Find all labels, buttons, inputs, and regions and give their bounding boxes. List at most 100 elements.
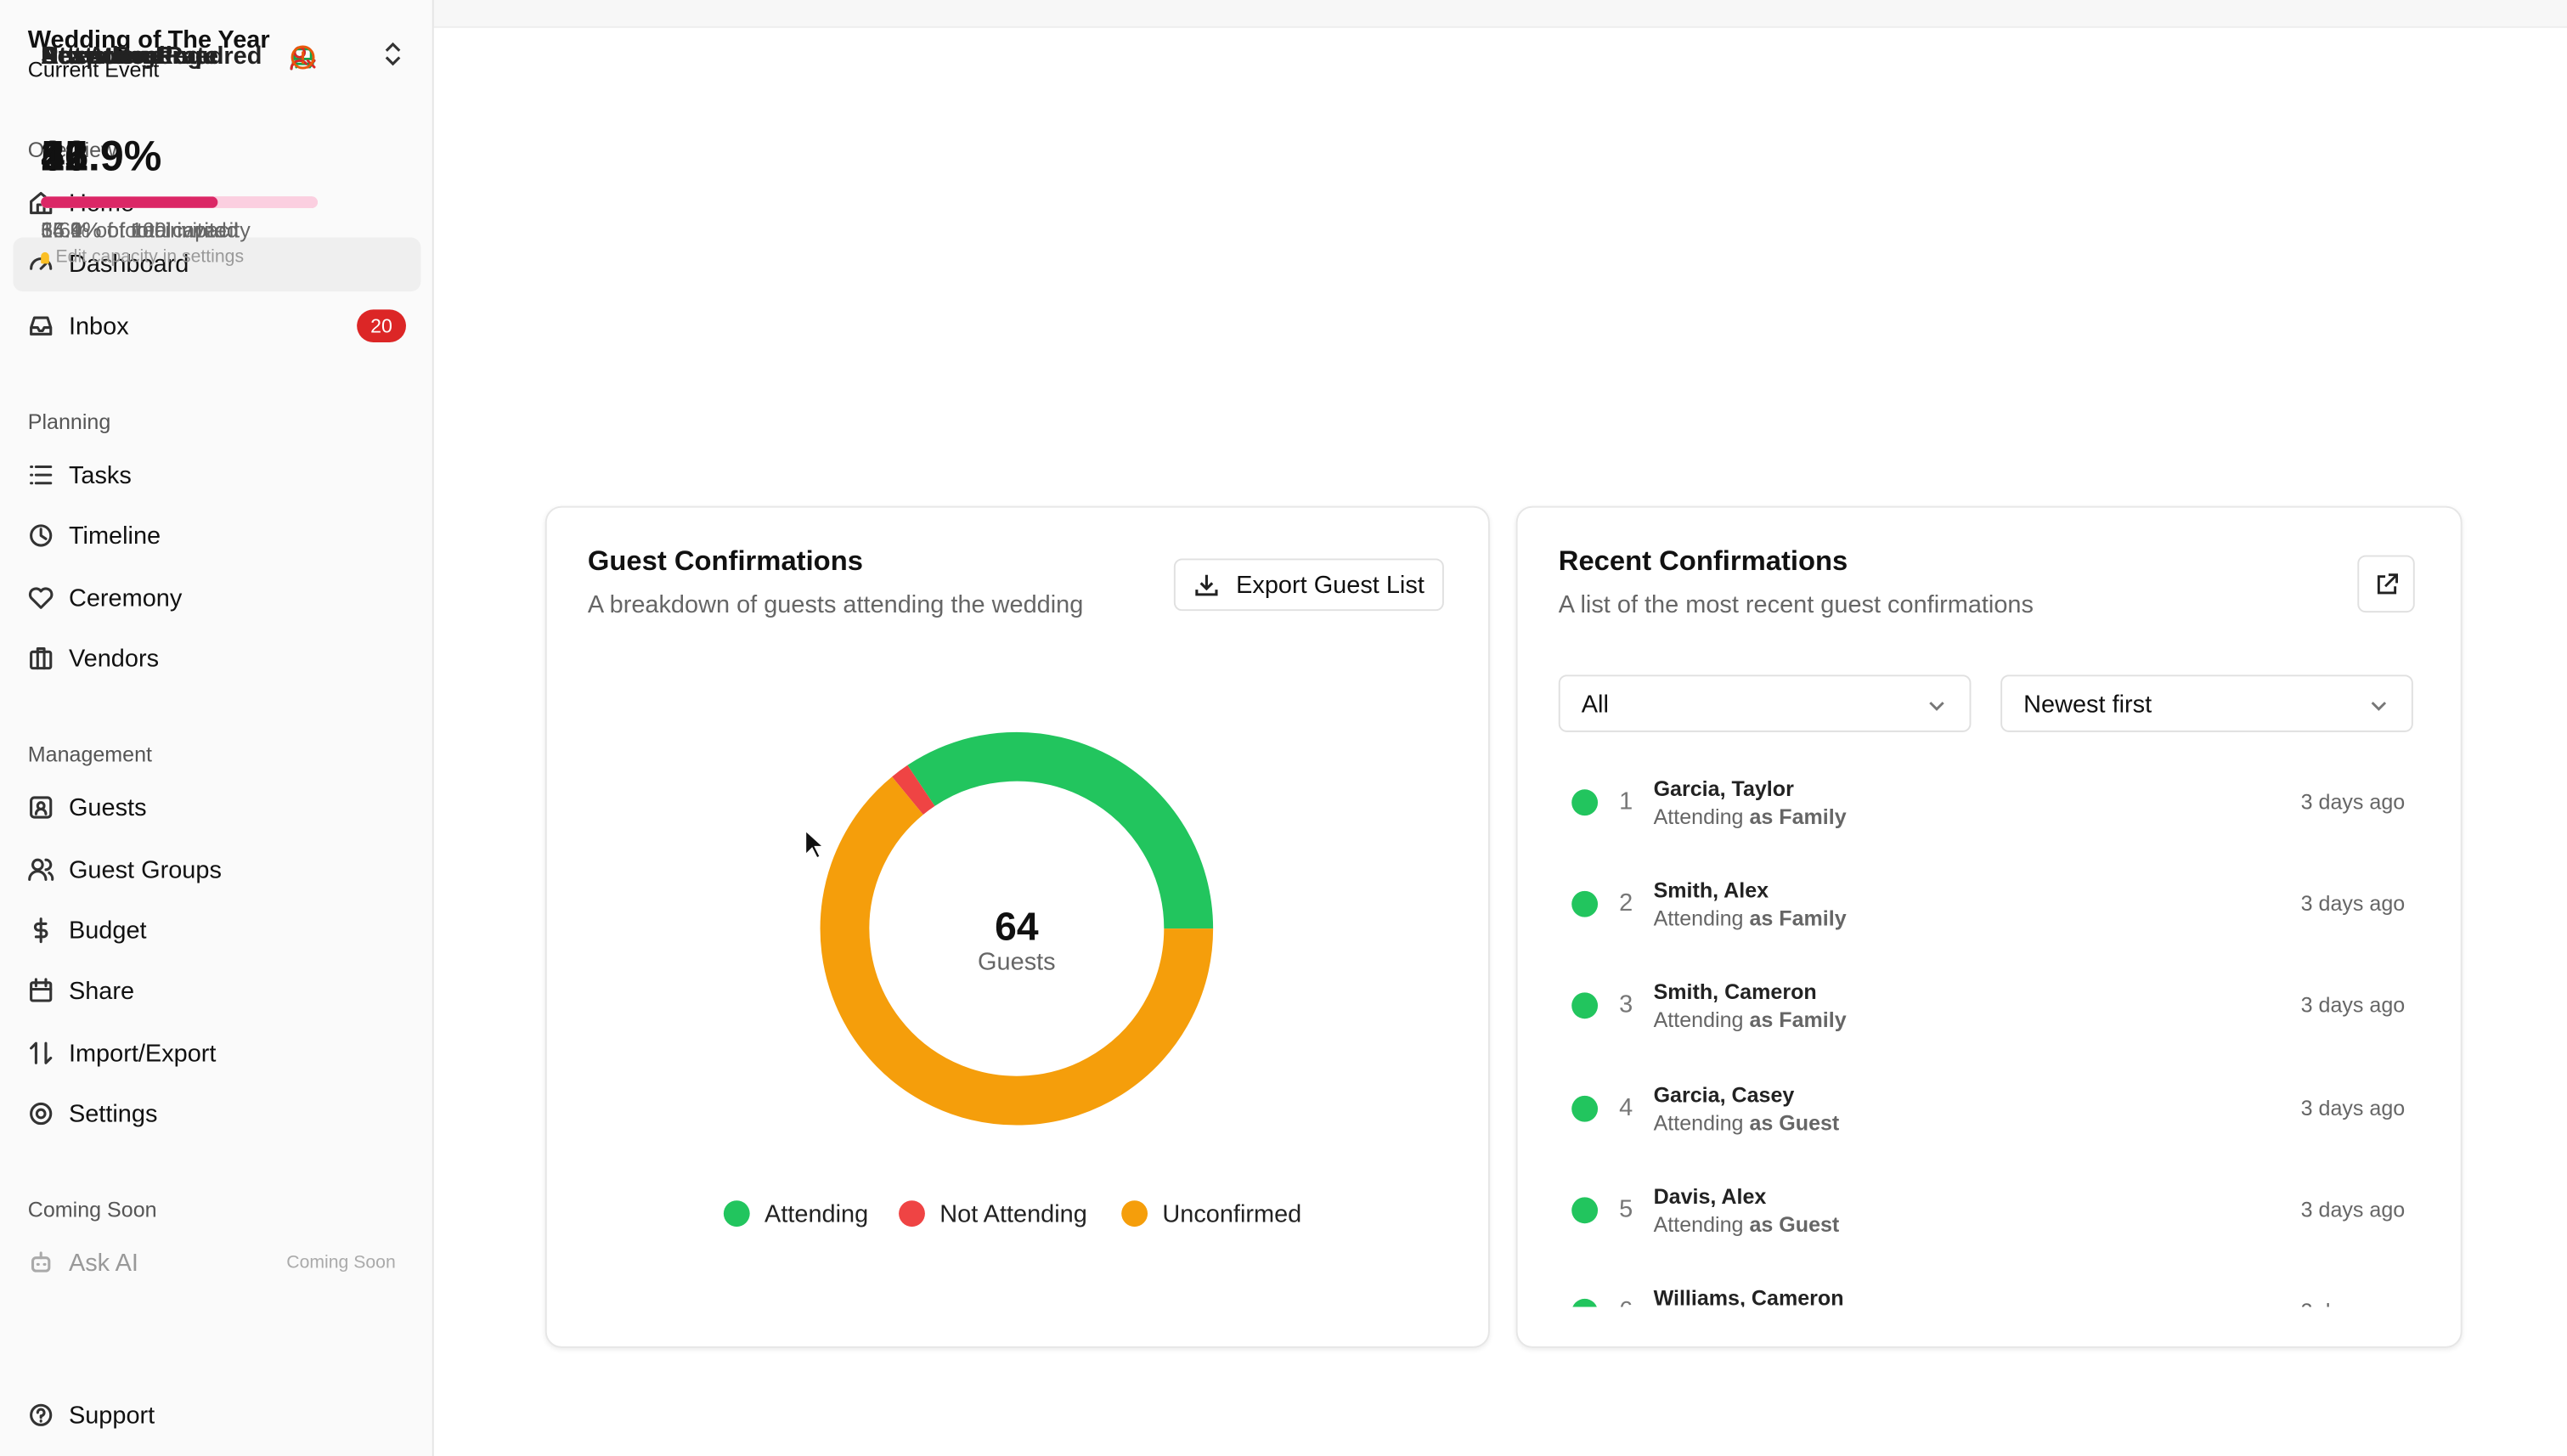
nav-label: Timeline — [68, 522, 161, 550]
legend-swatch — [1121, 1200, 1148, 1227]
nav-item[interactable]: Guest Groups — [28, 853, 222, 886]
status-text: Attending — [1653, 1007, 1744, 1033]
progress-fill — [41, 196, 218, 208]
recent-confirmations-panel: Recent Confirmations A list of the most … — [1515, 505, 2463, 1348]
card-value: 22 — [41, 131, 88, 181]
sort-select[interactable]: Newest first — [2000, 674, 2413, 732]
donut-total-label: Guests — [978, 948, 1056, 975]
guest-name: Smith, Alex — [1653, 878, 1769, 903]
row-rank: 4 — [1619, 1093, 1633, 1121]
row-rank: 5 — [1619, 1195, 1633, 1223]
nav-label: Ceremony — [68, 584, 183, 612]
guest-name: Williams, Cameron — [1653, 1285, 1844, 1307]
nav-label: Budget — [68, 916, 147, 945]
card-icon — [291, 45, 315, 70]
nav-item[interactable]: Guests — [28, 791, 147, 824]
export-button[interactable]: Export Guest List — [1173, 558, 1444, 612]
nav-item[interactable]: Budget — [28, 914, 147, 947]
legend-label: Not Attending — [939, 1200, 1087, 1227]
donut-segment — [820, 776, 1214, 1126]
status-text: Attending — [1653, 906, 1744, 931]
nav-item[interactable]: Inbox — [28, 309, 129, 342]
panel-title: Recent Confirmations — [1558, 545, 1848, 577]
legend-swatch — [899, 1200, 925, 1227]
legend-label: Unconfirmed — [1162, 1200, 1301, 1227]
status-dot — [1571, 1196, 1599, 1223]
guest-confirmations-panel: Guest Confirmations A breakdown of guest… — [544, 505, 1490, 1348]
card-value: 41 — [41, 131, 88, 181]
nav-label: Import/Export — [68, 1039, 217, 1068]
row-time: 3 days ago — [2301, 1299, 2406, 1307]
nav-label: Vendors — [68, 644, 160, 673]
guest-name: Smith, Cameron — [1653, 979, 1817, 1005]
nav-label: Inbox — [68, 312, 129, 341]
sidebar: Wedding of The Year Current Event Overvi… — [0, 0, 434, 1456]
mouse-cursor — [804, 828, 826, 860]
open-button[interactable] — [2357, 555, 2415, 613]
section-title: Management — [27, 742, 153, 767]
row-rank: 2 — [1619, 889, 1633, 918]
section-title: Planning — [27, 409, 111, 434]
card-value: 1 — [41, 131, 65, 181]
confirmation-row[interactable]: 4 Garcia, Casey Attending as Guest 3 days a… — [1518, 1059, 2461, 1158]
nav-item[interactable]: Support — [28, 1399, 155, 1432]
nav-label: Guests — [68, 793, 147, 821]
guest-status: Attending as Family — [1654, 804, 1847, 829]
nav-label: Tasks — [68, 460, 132, 489]
donut-segment — [907, 731, 1214, 929]
card-note: Edit capacity in settings — [41, 247, 244, 267]
guest-status: Attending as Family — [1654, 1007, 1847, 1032]
guest-role: as Family — [1749, 906, 1847, 931]
confirmation-row[interactable]: 5 Davis, Alex Attending as Guest 3 days ago — [1518, 1161, 2461, 1260]
row-time: 3 days ago — [2300, 891, 2406, 917]
filter-select[interactable]: All — [1558, 674, 1972, 732]
confirmation-row[interactable]: 3 Smith, Cameron Attending as Family 3 days… — [1518, 957, 2461, 1056]
nav-item[interactable]: Ceremony — [28, 581, 183, 614]
card-caption: 35.9% of total invited — [41, 217, 239, 243]
nav-item[interactable]: Share — [28, 974, 134, 1007]
section-title: Overview — [27, 137, 117, 162]
event-switcher[interactable] — [381, 41, 404, 67]
card-caption: 34.4% of total invited — [41, 217, 239, 243]
card-title: Response Rate — [41, 42, 219, 71]
guest-role: as Guest — [1749, 1211, 1840, 1237]
progress-track — [41, 196, 318, 208]
note-icon — [41, 251, 49, 263]
guest-status: Attending as Guest — [1654, 1109, 1840, 1134]
guest-status: Attending as Guest — [1654, 1211, 1840, 1236]
nav-item[interactable]: Settings — [28, 1098, 157, 1131]
row-time: 3 days ago — [2300, 1095, 2406, 1120]
card-value: 56 — [41, 131, 88, 181]
status-dot — [1571, 993, 1599, 1019]
guest-role: as Guest — [1749, 1109, 1840, 1135]
note-text: Edit capacity in settings — [55, 247, 245, 268]
card-title: Not Attending — [41, 42, 203, 71]
panel-subtitle: A breakdown of guests attending the wedd… — [587, 591, 1084, 619]
card-caption: 56.0% of 100 capacity — [41, 217, 251, 243]
row-rank: 3 — [1619, 991, 1633, 1019]
nav-item[interactable]: Vendors — [28, 642, 159, 675]
guest-role: as Family — [1749, 804, 1847, 829]
icon-path — [291, 45, 315, 70]
panel-title: Guest Confirmations — [587, 545, 863, 577]
nav-label: Ask AI — [68, 1249, 138, 1277]
nav-item[interactable]: Import/Export — [28, 1036, 217, 1069]
row-time: 3 days ago — [2300, 1196, 2406, 1222]
status-text: Attending — [1653, 1109, 1744, 1135]
status-dot — [1571, 1298, 1599, 1307]
card-title: Seats Reserved — [41, 42, 224, 71]
confirmation-row[interactable]: 1 Garcia, Taylor Attending as Family 3 days… — [1518, 753, 2461, 852]
event-name[interactable]: Wedding of The Year — [27, 25, 270, 54]
nav-item[interactable]: Timeline — [28, 519, 161, 552]
guest-role: as Family — [1749, 1007, 1847, 1033]
card-value: 35.9% — [41, 131, 162, 181]
status-text: Attending — [1653, 804, 1744, 829]
confirmation-row[interactable]: 2 Smith, Alex Attending as Family 3 days ag… — [1518, 855, 2461, 954]
status-dot — [1571, 789, 1599, 816]
nav-item[interactable]: Tasks — [28, 459, 132, 492]
row-time: 3 days ago — [2300, 789, 2406, 815]
card-title: Attention Required — [41, 42, 262, 71]
coming-soon-badge: Coming Soon — [286, 1252, 396, 1273]
